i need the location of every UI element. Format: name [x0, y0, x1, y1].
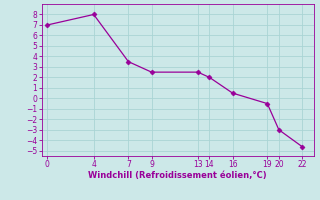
X-axis label: Windchill (Refroidissement éolien,°C): Windchill (Refroidissement éolien,°C): [88, 171, 267, 180]
